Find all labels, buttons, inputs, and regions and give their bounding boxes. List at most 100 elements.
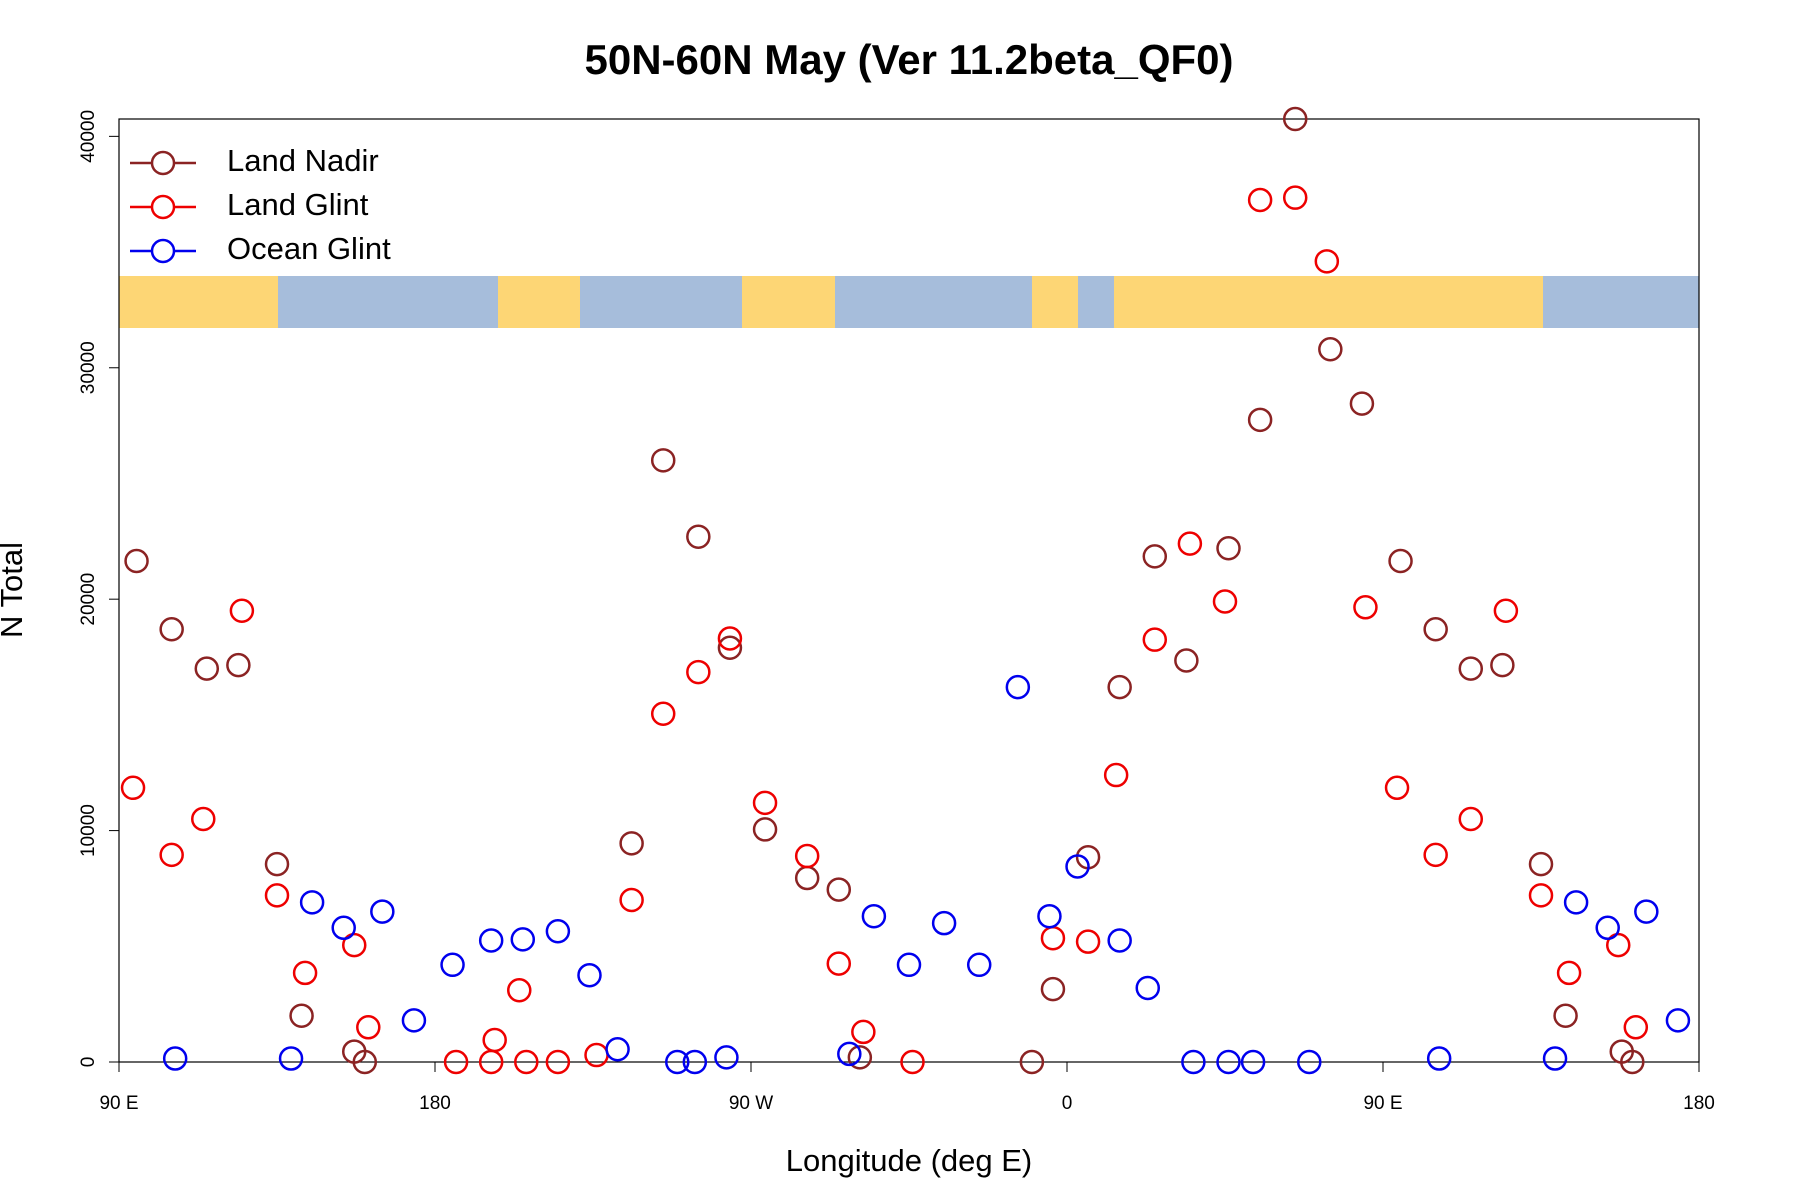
point bbox=[847, 1045, 873, 1070]
point bbox=[194, 656, 220, 681]
point bbox=[1634, 899, 1659, 924]
legend-label: Land Nadir bbox=[227, 143, 379, 178]
point bbox=[1135, 975, 1161, 1001]
point bbox=[440, 952, 465, 978]
point bbox=[1384, 775, 1410, 801]
point bbox=[1040, 976, 1066, 1002]
legend-label: Land Glint bbox=[227, 187, 369, 222]
point bbox=[794, 865, 820, 891]
legend-marker bbox=[150, 150, 176, 176]
point bbox=[545, 1049, 571, 1075]
point bbox=[299, 890, 325, 915]
y-tick-label: 40000 bbox=[78, 110, 99, 163]
point bbox=[752, 790, 778, 816]
point bbox=[1423, 842, 1448, 868]
x-tick-label: 180 bbox=[419, 1093, 451, 1114]
point bbox=[1247, 407, 1273, 433]
point bbox=[191, 806, 216, 832]
point bbox=[682, 1049, 708, 1075]
point bbox=[900, 1049, 925, 1075]
point bbox=[120, 775, 146, 801]
point bbox=[1037, 903, 1062, 929]
point bbox=[1353, 595, 1378, 620]
y-tick-label: 20000 bbox=[78, 573, 99, 626]
point bbox=[352, 1049, 378, 1075]
point bbox=[1563, 890, 1589, 915]
legend-label: Ocean Glint bbox=[227, 231, 391, 266]
point bbox=[1528, 851, 1554, 877]
point bbox=[1297, 1049, 1322, 1075]
point bbox=[1212, 589, 1238, 614]
point bbox=[1177, 531, 1203, 556]
x-tick-label: 0 bbox=[1062, 1093, 1073, 1114]
point bbox=[896, 952, 922, 978]
point bbox=[264, 851, 290, 877]
point bbox=[443, 1049, 469, 1075]
point bbox=[1174, 648, 1199, 673]
point bbox=[1423, 617, 1448, 642]
point bbox=[124, 548, 149, 574]
point bbox=[1005, 674, 1031, 700]
point bbox=[1181, 1049, 1206, 1075]
map-strip bbox=[119, 276, 1699, 328]
point bbox=[1595, 915, 1620, 941]
point bbox=[229, 598, 255, 623]
point bbox=[482, 1027, 507, 1053]
point bbox=[619, 887, 644, 913]
x-tick-label: 90 W bbox=[729, 1093, 773, 1114]
point bbox=[577, 962, 602, 988]
point bbox=[1142, 627, 1168, 652]
point bbox=[1349, 391, 1375, 416]
point bbox=[510, 927, 536, 952]
point bbox=[1282, 185, 1308, 210]
point bbox=[1388, 548, 1413, 574]
point bbox=[162, 1046, 188, 1071]
point bbox=[1065, 854, 1090, 879]
point bbox=[931, 910, 957, 936]
point bbox=[1247, 187, 1273, 213]
point bbox=[514, 1049, 539, 1075]
point bbox=[1314, 249, 1340, 274]
point bbox=[545, 919, 571, 944]
point bbox=[331, 915, 356, 941]
point bbox=[1216, 1049, 1241, 1075]
point bbox=[861, 903, 887, 929]
point bbox=[1019, 1049, 1045, 1075]
x-tick-label: 90 E bbox=[1363, 1093, 1402, 1114]
point bbox=[665, 1049, 690, 1075]
point bbox=[1665, 1008, 1691, 1033]
point bbox=[650, 701, 676, 726]
point bbox=[278, 1046, 304, 1071]
point bbox=[1605, 932, 1631, 958]
chart-title: 50N-60N May (Ver 11.2beta_QF0) bbox=[585, 36, 1234, 83]
legend-marker bbox=[150, 194, 176, 220]
plot-frame bbox=[118, 118, 1700, 1063]
point bbox=[289, 1003, 314, 1028]
point bbox=[717, 635, 743, 661]
point bbox=[226, 652, 251, 678]
x-tick-label: 180 bbox=[1683, 1093, 1715, 1114]
point bbox=[1040, 925, 1066, 951]
point bbox=[478, 928, 504, 953]
legend-marker bbox=[150, 238, 176, 264]
point bbox=[714, 1045, 739, 1070]
point bbox=[1493, 598, 1519, 623]
point bbox=[370, 899, 395, 924]
point bbox=[1556, 960, 1582, 986]
x-tick-label: 90 E bbox=[99, 1093, 138, 1114]
y-tick-label: 10000 bbox=[78, 804, 99, 857]
point bbox=[752, 817, 778, 842]
point bbox=[1490, 652, 1515, 678]
point bbox=[1240, 1049, 1266, 1075]
point bbox=[717, 626, 743, 651]
point bbox=[1458, 656, 1484, 681]
point bbox=[1458, 806, 1484, 832]
point bbox=[826, 877, 852, 902]
point bbox=[1107, 928, 1132, 953]
point bbox=[686, 659, 711, 685]
point bbox=[159, 842, 184, 868]
point bbox=[356, 1015, 381, 1040]
y-tick-label: 0 bbox=[78, 1057, 99, 1068]
point bbox=[1620, 1049, 1645, 1075]
